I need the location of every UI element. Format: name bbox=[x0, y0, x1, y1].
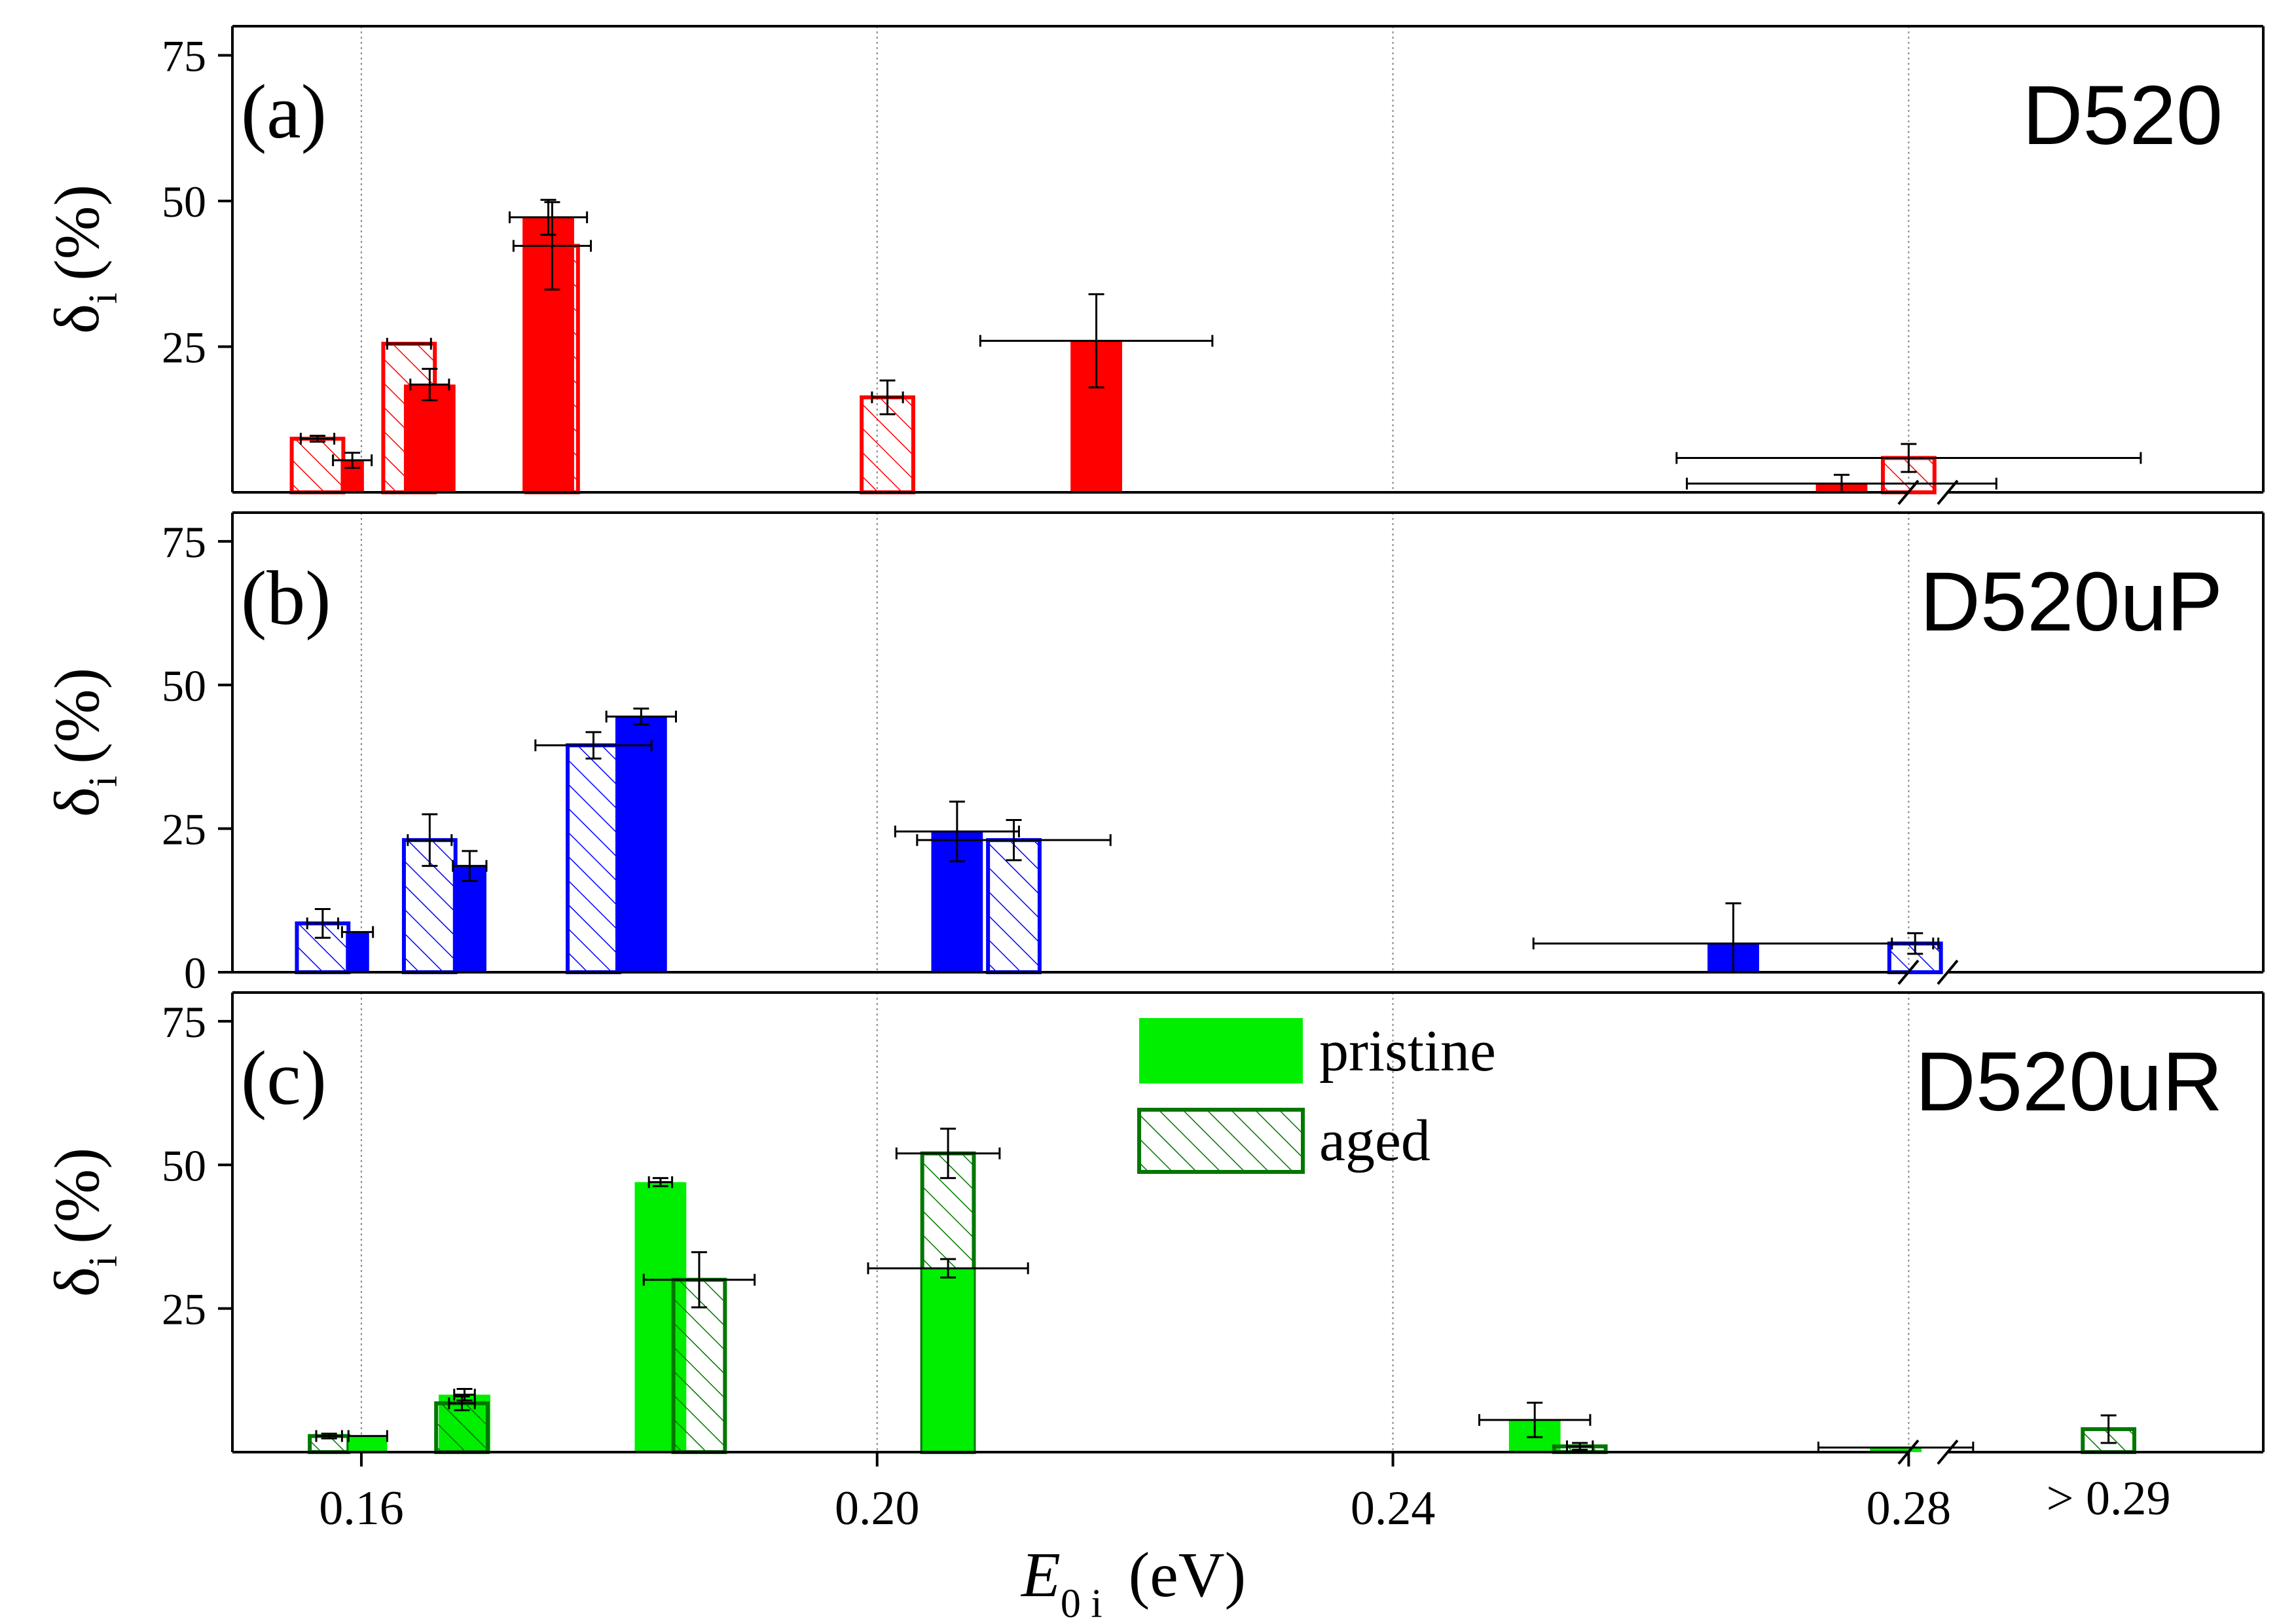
error-bar bbox=[315, 1430, 343, 1442]
y-axis-title-unit: (%) bbox=[42, 185, 113, 281]
pristine-bar bbox=[615, 716, 667, 972]
y-tick-label: 75 bbox=[162, 997, 206, 1047]
x-axis-title-sub: 0 i bbox=[1061, 1582, 1102, 1623]
y-axis-title-sub: i bbox=[81, 1256, 126, 1267]
legend-label-pristine: pristine bbox=[1319, 1019, 1496, 1084]
x-axis-title: E0 i (eV) bbox=[1020, 1540, 1246, 1623]
y-axis-title-sub: i bbox=[81, 293, 126, 304]
panel-name: D520uP bbox=[1920, 555, 2223, 649]
x-axis-title-unit: (eV) bbox=[1129, 1540, 1247, 1611]
y-tick-label: 50 bbox=[162, 1140, 206, 1190]
error-bar bbox=[306, 907, 340, 939]
error-bars bbox=[299, 198, 2142, 1453]
y-axis-title: δi (%) bbox=[42, 668, 126, 817]
legend-swatch-aged bbox=[1137, 1108, 1305, 1174]
y-tick-label: 25 bbox=[162, 323, 206, 373]
y-axis-title-main: δ bbox=[42, 304, 113, 334]
error-bar bbox=[895, 1127, 1001, 1179]
error-bar bbox=[2100, 1414, 2117, 1444]
pristine-bar bbox=[348, 1436, 388, 1452]
panel-frame bbox=[231, 991, 2265, 1465]
error-bar bbox=[871, 379, 904, 416]
error-bar bbox=[448, 1395, 476, 1412]
y-axis-title-unit: (%) bbox=[42, 1148, 113, 1244]
pristine-bar bbox=[452, 866, 486, 972]
error-bar bbox=[1532, 902, 1935, 974]
pristine-bar bbox=[922, 1268, 974, 1452]
error-bar bbox=[534, 731, 653, 760]
error-bar bbox=[1675, 443, 2142, 473]
error-bar bbox=[512, 201, 592, 291]
x-axis-title-main: E bbox=[1020, 1540, 1061, 1611]
error-bar bbox=[867, 1258, 1029, 1279]
axis-break-mark bbox=[1937, 479, 1959, 505]
x-tick-label: 0.16 bbox=[319, 1482, 404, 1535]
x-tick-label: 0.20 bbox=[835, 1482, 920, 1535]
panel-frame bbox=[231, 25, 2265, 505]
error-bar bbox=[647, 1176, 674, 1188]
legend: pristine aged bbox=[1137, 1018, 1496, 1174]
axis-break-mark bbox=[1937, 1439, 1959, 1465]
panel-name: D520 bbox=[2022, 69, 2223, 162]
axis-break-mark bbox=[1897, 479, 1920, 505]
x-tick-label: 0.24 bbox=[1351, 1482, 1436, 1535]
aged-bar bbox=[289, 437, 346, 494]
error-bar bbox=[605, 707, 678, 726]
x-tick-label: 0.28 bbox=[1867, 1482, 1952, 1535]
y-tick-label: 50 bbox=[162, 177, 206, 227]
y-tick-label: 0 bbox=[184, 948, 206, 998]
error-bar bbox=[1891, 932, 1940, 955]
y-tick-label: 25 bbox=[162, 1285, 206, 1334]
panel-letter: (b) bbox=[241, 555, 331, 641]
error-bar bbox=[340, 926, 374, 938]
error-bar bbox=[979, 293, 1214, 389]
axes bbox=[218, 25, 2265, 1467]
error-bar bbox=[347, 1430, 388, 1442]
y-tick-label: 50 bbox=[162, 661, 206, 710]
error-bar bbox=[916, 818, 1112, 862]
axis-break-mark bbox=[1897, 959, 1920, 985]
y-tick-label: 25 bbox=[162, 805, 206, 854]
y-axis-title-main: δ bbox=[42, 787, 113, 817]
y-axis-title: δi (%) bbox=[42, 185, 126, 334]
legend-label-aged: aged bbox=[1319, 1108, 1430, 1173]
panel-name: D520uR bbox=[1915, 1035, 2223, 1129]
error-bar bbox=[452, 850, 488, 882]
pristine-bar bbox=[346, 932, 369, 972]
error-bar bbox=[894, 800, 1020, 863]
legend-swatch-pristine bbox=[1139, 1018, 1303, 1084]
error-bar bbox=[642, 1251, 756, 1309]
panel-frame bbox=[231, 511, 2265, 985]
y-tick-label: 75 bbox=[162, 31, 206, 81]
y-axis-title-unit: (%) bbox=[42, 668, 113, 764]
error-bar bbox=[332, 451, 373, 469]
pristine-bar bbox=[403, 384, 456, 492]
error-bar bbox=[1565, 1440, 1594, 1453]
y-axis-title-main: δ bbox=[42, 1267, 113, 1297]
axis-break-mark bbox=[1937, 959, 1959, 985]
error-bar bbox=[409, 367, 450, 401]
y-axis-title-sub: i bbox=[81, 776, 126, 787]
panel-letter: (a) bbox=[241, 69, 327, 155]
error-bar bbox=[386, 338, 432, 350]
bars bbox=[289, 217, 2137, 1455]
error-bar bbox=[407, 813, 453, 867]
panel-letter: (c) bbox=[241, 1035, 327, 1121]
error-bar bbox=[1478, 1402, 1592, 1438]
error-bar bbox=[508, 198, 589, 236]
error-bar bbox=[299, 433, 336, 445]
y-tick-label: 75 bbox=[162, 517, 206, 567]
aged-bar bbox=[566, 743, 621, 974]
y-axis-title: δi (%) bbox=[42, 1148, 126, 1297]
x-break-label: > 0.29 bbox=[2047, 1472, 2171, 1525]
pristine-bar bbox=[1870, 1447, 1922, 1452]
